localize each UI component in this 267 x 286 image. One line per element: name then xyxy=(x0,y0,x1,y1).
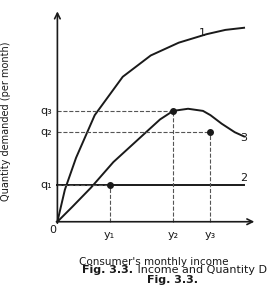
Text: 1: 1 xyxy=(199,28,206,38)
Text: Fig. 3.3.: Fig. 3.3. xyxy=(83,265,134,275)
Text: Consumer's monthly income: Consumer's monthly income xyxy=(79,257,228,267)
Text: q₁: q₁ xyxy=(40,180,52,190)
Text: y₂: y₂ xyxy=(168,230,179,240)
Text: Fig. 3.3.: Fig. 3.3. xyxy=(147,275,198,285)
Text: q₃: q₃ xyxy=(40,106,52,116)
Text: Income and Quantity Demanded: Income and Quantity Demanded xyxy=(134,265,267,275)
Text: q₂: q₂ xyxy=(40,127,52,137)
Text: 2: 2 xyxy=(240,173,248,183)
Text: Fig. 3.3. Income and Quantity Demanded: Fig. 3.3. Income and Quantity Demanded xyxy=(32,275,262,285)
Text: y₃: y₃ xyxy=(205,230,216,240)
Text: 0: 0 xyxy=(49,225,56,235)
Text: y₁: y₁ xyxy=(104,230,115,240)
Text: Quantity demanded (per month): Quantity demanded (per month) xyxy=(1,42,11,201)
Text: 3: 3 xyxy=(240,133,247,143)
